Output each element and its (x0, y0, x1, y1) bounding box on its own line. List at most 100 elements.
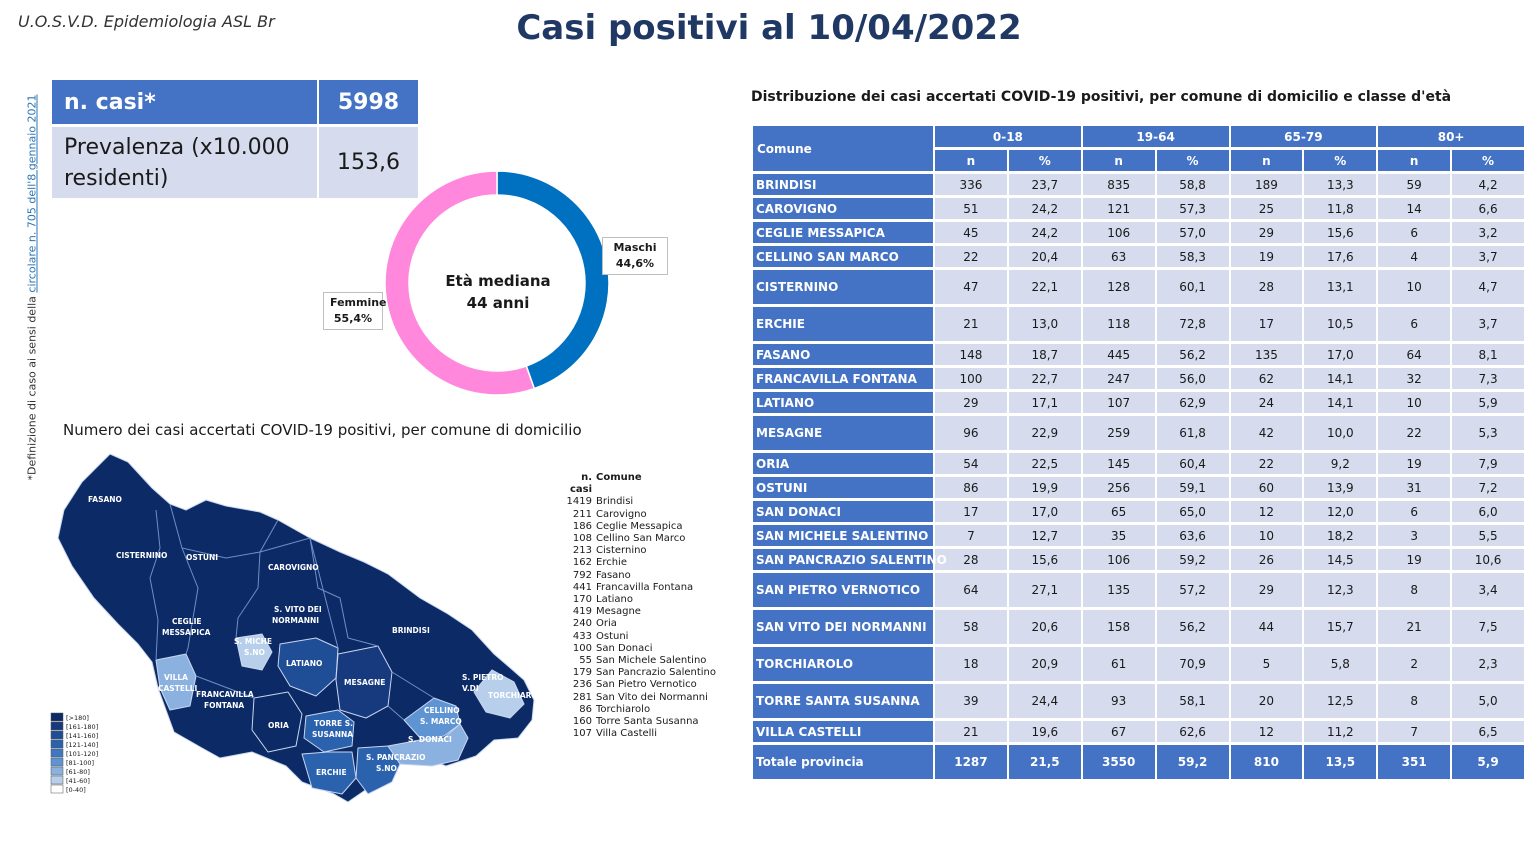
prevalence-value: 153,6 (319, 127, 418, 198)
case-definition-note: *Definizione di caso ai sensi della circ… (26, 61, 39, 481)
median-age-label: Età mediana (445, 272, 551, 290)
males-legend-name: Maschi (613, 241, 657, 254)
cell-count: 21 (1378, 610, 1451, 644)
table-row: SAN MICHELE SALENTINO 7 12,7 35 63,6 10 18,2 3 5… (753, 525, 1524, 546)
map-label-torre-2: SUSANNA (312, 730, 353, 739)
map-list-comune: Torchiarolo (596, 703, 651, 715)
row-comune: SAN PIETRO VERNOTICO (753, 573, 933, 607)
map-list-comune: Ceglie Messapica (596, 520, 683, 532)
cell-percent: 58,1 (1156, 684, 1229, 718)
cell-percent: 14,1 (1304, 392, 1377, 413)
cell-count: 60 (1230, 477, 1303, 498)
circolare-link[interactable]: circolare n. 705 dell'8 gennaio 2021 (25, 94, 39, 293)
cell-percent: 57,2 (1156, 573, 1229, 607)
row-comune: OSTUNI (753, 477, 933, 498)
cell-count: 64 (1378, 344, 1451, 365)
cell-percent: 5,5 (1452, 525, 1524, 546)
map-list-item: 433 Ostuni (562, 631, 716, 643)
cell-count: 189 (1230, 174, 1303, 195)
cell-count: 10 (1378, 270, 1451, 304)
map-list-item: 160 Torre Santa Susanna (562, 716, 716, 728)
cell-percent: 11,8 (1304, 198, 1377, 219)
cell-percent: 19,6 (1008, 721, 1081, 742)
cell-count: 42 (1230, 416, 1303, 450)
cell-count: 3 (1378, 525, 1451, 546)
cell-count: 6 (1378, 307, 1451, 341)
map-list-item: 213 Cisternino (562, 545, 716, 557)
cell-percent: 4,7 (1452, 270, 1524, 304)
cell-percent: 3,7 (1452, 246, 1524, 267)
cell-count: 26 (1230, 549, 1303, 570)
map-label-brindisi: BRINDISI (392, 626, 430, 635)
legend-swatch (50, 730, 64, 740)
map-list-count: 186 (572, 520, 592, 532)
map-list-comune: Latiano (596, 594, 633, 606)
map-list-item: 55 San Michele Salentino (562, 655, 716, 667)
cell-percent: 6,6 (1452, 198, 1524, 219)
map-list-item: 419 Mesagne (562, 606, 716, 618)
cell-count: 106 (1082, 549, 1155, 570)
cell-percent: 22,5 (1008, 453, 1081, 474)
cell-percent: 70,9 (1156, 647, 1229, 681)
map-label-erchie: ERCHIE (316, 768, 347, 777)
cell-count: 107 (1082, 392, 1155, 413)
map-label-fasano: FASANO (88, 495, 122, 504)
row-comune: ORIA (753, 453, 933, 474)
map-list-item: 162 Erchie (562, 557, 716, 569)
cell-count: 65 (1082, 501, 1155, 522)
table-row: CELLINO SAN MARCO 22 20,4 63 58,3 19 17,6 4 3,7 (753, 246, 1524, 267)
map-list-item: 186 Ceglie Messapica (562, 521, 716, 533)
map-list-item: 1419 Brindisi (562, 496, 716, 508)
map-list-count: 179 (572, 667, 592, 679)
cell-count: 45 (935, 222, 1007, 243)
cell-percent: 13,3 (1304, 174, 1377, 195)
cell-count: 44 (1230, 610, 1303, 644)
map-label-mesagne: MESAGNE (344, 678, 385, 687)
cell-percent: 62,9 (1156, 392, 1229, 413)
map-cases-list: n. casi Comune 1419 Brindisi 211 Carovigno 1… (562, 472, 716, 740)
cell-count: 5 (1230, 647, 1303, 681)
cell-count: 62 (1230, 368, 1303, 389)
map-list-count: 240 (572, 618, 592, 630)
map-list-count: 1419 (566, 496, 592, 508)
map-label-latiano: LATIANO (286, 659, 322, 668)
total-percent: 59,2 (1156, 745, 1229, 779)
map-label-ceglie-2: MESSAPICA (162, 628, 211, 637)
cell-percent: 7,9 (1452, 453, 1524, 474)
cell-percent: 13,9 (1304, 477, 1377, 498)
cell-percent: 5,3 (1452, 416, 1524, 450)
map-list-comune: Ostuni (596, 630, 629, 642)
cell-percent: 60,1 (1156, 270, 1229, 304)
subheader-n: n (935, 150, 1007, 171)
cell-count: 28 (1230, 270, 1303, 304)
cell-count: 39 (935, 684, 1007, 718)
cell-count: 59 (1378, 174, 1451, 195)
subheader-n: n (1082, 150, 1155, 171)
map-label-spancrazio-2: S.NO (376, 764, 397, 773)
cell-percent: 17,0 (1008, 501, 1081, 522)
cell-count: 445 (1082, 344, 1155, 365)
legend-class-label: [121-140] (66, 741, 98, 749)
cell-count: 51 (935, 198, 1007, 219)
cell-count: 25 (1230, 198, 1303, 219)
cell-percent: 5,9 (1452, 392, 1524, 413)
table-row: CISTERNINO 47 22,1 128 60,1 28 13,1 10 4,7 (753, 270, 1524, 304)
row-comune: SAN DONACI (753, 501, 933, 522)
donut-slice-femmine (384, 170, 536, 396)
cell-percent: 60,4 (1156, 453, 1229, 474)
row-comune: VILLA CASTELLI (753, 721, 933, 742)
col-header-age-0-18: 0-18 (935, 126, 1081, 147)
legend-class-label: [0-40] (66, 786, 86, 794)
cell-percent: 24,4 (1008, 684, 1081, 718)
cell-count: 135 (1082, 573, 1155, 607)
cell-count: 67 (1082, 721, 1155, 742)
map-label-torchiarolo: TORCHIAROLO (488, 691, 549, 700)
map-list-item: 236 San Pietro Vernotico (562, 679, 716, 691)
legend-class-label: [>180] (66, 714, 89, 722)
row-comune: SAN PANCRAZIO SALENTINO (753, 549, 947, 570)
row-comune: SAN MICHELE SALENTINO (753, 525, 933, 546)
map-label-svito-1: S. VITO DEI (274, 605, 322, 614)
map-list-count: 419 (572, 606, 592, 618)
map-list-comune: Cellino San Marco (596, 533, 686, 545)
map-list-count: 108 (572, 533, 592, 545)
